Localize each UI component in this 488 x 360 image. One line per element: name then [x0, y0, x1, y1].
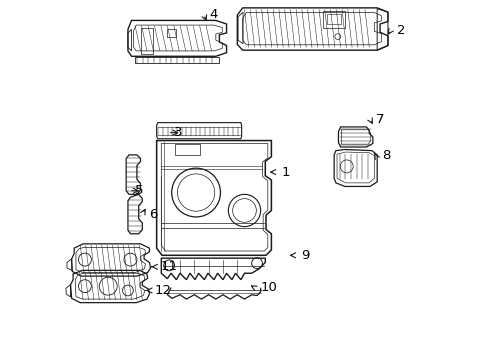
Text: 1: 1 [281, 166, 289, 179]
Text: 7: 7 [375, 113, 384, 126]
Text: 11: 11 [161, 260, 178, 273]
Text: 10: 10 [260, 281, 277, 294]
Text: 4: 4 [209, 8, 218, 21]
Text: 8: 8 [381, 149, 389, 162]
Text: 5: 5 [135, 184, 143, 197]
Text: 12: 12 [155, 284, 171, 297]
Text: 9: 9 [300, 249, 308, 262]
Text: 6: 6 [148, 208, 157, 221]
Text: 3: 3 [174, 126, 182, 139]
Text: 2: 2 [396, 24, 405, 37]
